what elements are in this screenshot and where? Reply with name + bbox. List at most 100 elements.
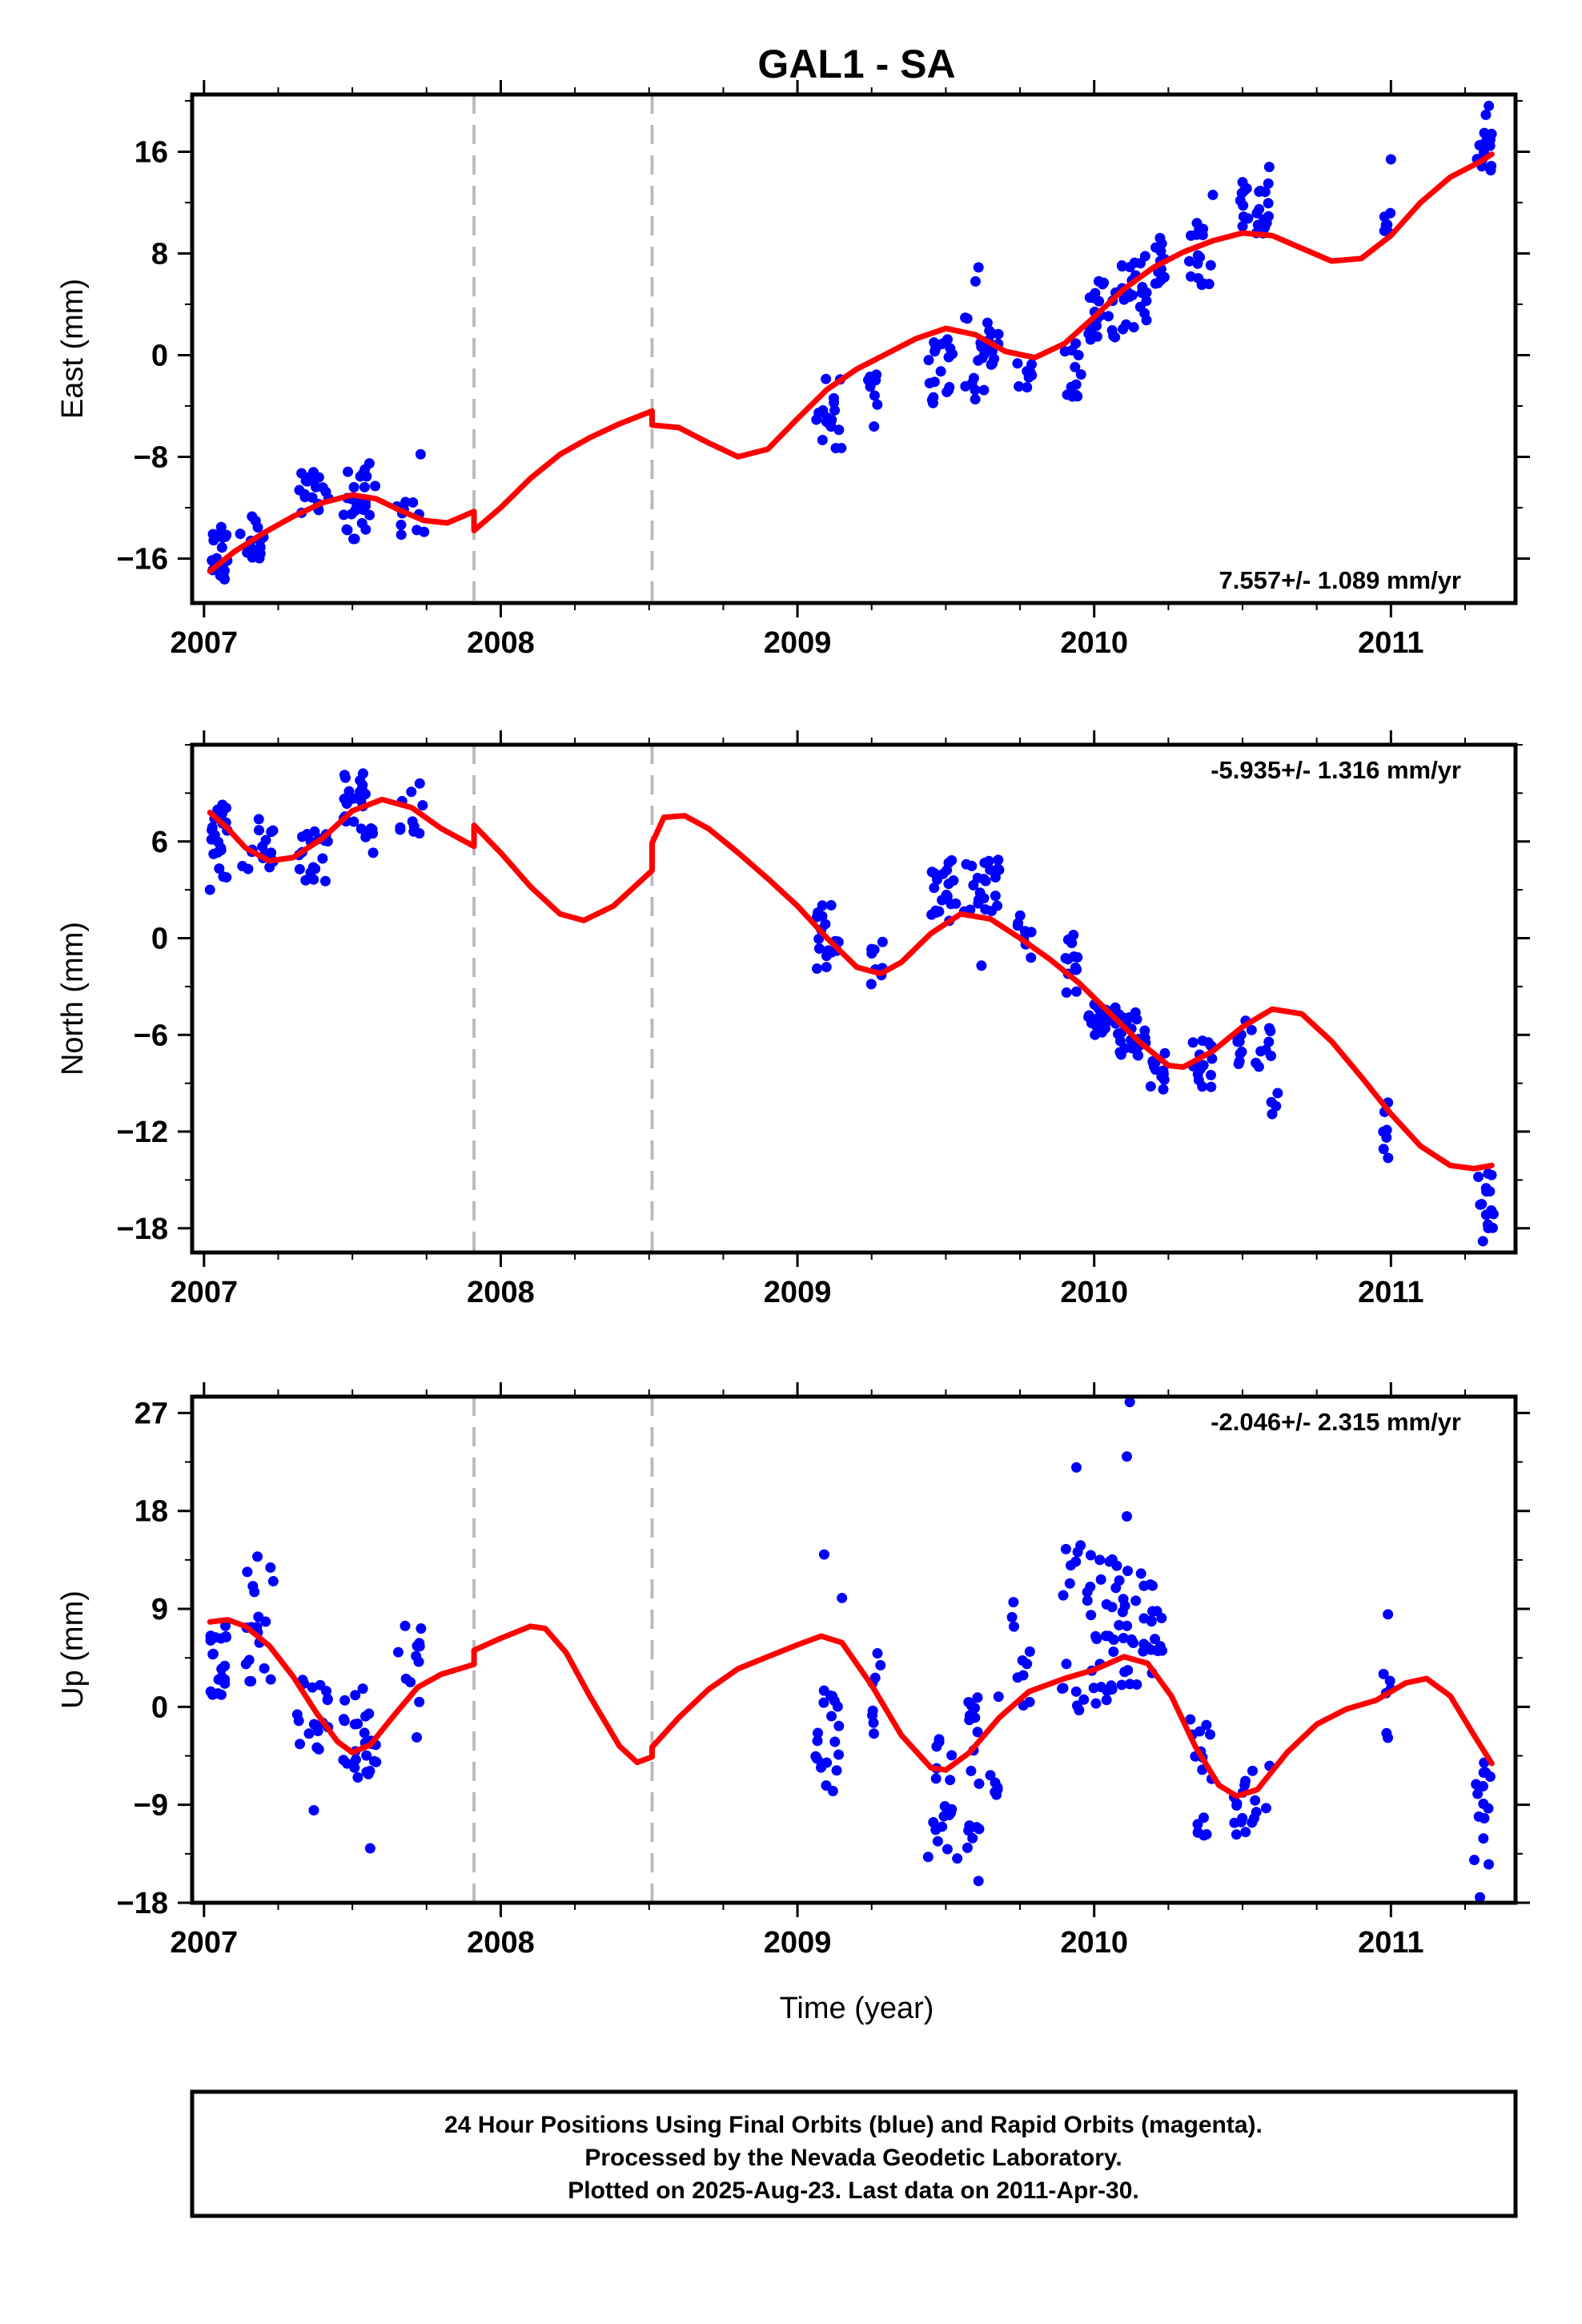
data-point: [415, 448, 426, 460]
data-point: [1070, 389, 1082, 400]
footer-box: 24 Hour Positions Using Final Orbits (bl…: [190, 2089, 1518, 2218]
data-point: [1483, 1859, 1494, 1870]
y-tick-label: 8: [151, 237, 168, 271]
data-point: [346, 509, 357, 520]
data-point: [252, 1551, 263, 1562]
y-axis-title: Up (mm): [56, 1590, 90, 1709]
plot-frame: [190, 742, 1518, 1255]
data-point: [826, 1711, 837, 1722]
data-point: [265, 1674, 276, 1685]
data-point: [1086, 1017, 1097, 1028]
data-point: [1070, 1556, 1082, 1567]
data-point: [816, 1758, 827, 1769]
data-point: [966, 1765, 977, 1776]
data-point: [1138, 1580, 1150, 1591]
data-point: [1185, 1714, 1196, 1725]
data-point: [1378, 1126, 1389, 1137]
data-point: [825, 899, 837, 911]
data-point: [252, 522, 263, 533]
data-point: [1090, 287, 1101, 299]
data-point: [1122, 1665, 1134, 1676]
data-point: [974, 1778, 985, 1789]
data-point: [1124, 1397, 1135, 1408]
data-point: [348, 816, 359, 827]
data-point: [1477, 1236, 1488, 1247]
data-point: [1480, 1183, 1492, 1194]
data-point: [977, 352, 988, 364]
data-point: [869, 421, 880, 432]
data-point: [1095, 1682, 1106, 1693]
x-tick-label: 2008: [467, 1276, 535, 1309]
data-point: [1246, 1024, 1257, 1035]
data-point: [1147, 1056, 1158, 1068]
data-point: [865, 979, 877, 990]
data-point: [867, 1705, 878, 1716]
data-point: [1146, 1614, 1157, 1626]
data-point: [1379, 225, 1390, 236]
data-point: [367, 847, 379, 858]
data-point: [411, 1651, 422, 1662]
data-point: [255, 541, 266, 553]
data-point: [1185, 271, 1196, 282]
model-curve-segment-1: [207, 492, 477, 574]
data-point: [1103, 1630, 1114, 1642]
data-point: [339, 1715, 350, 1727]
data-point: [963, 1696, 974, 1707]
data-point: [935, 366, 946, 377]
data-point: [215, 1689, 227, 1700]
data-point: [1095, 1574, 1106, 1585]
x-tick-label: 2010: [1060, 1926, 1128, 1960]
data-point: [1085, 1582, 1096, 1593]
model-curve-segment-1: [207, 1617, 477, 1755]
data-point: [1014, 381, 1025, 392]
footer-line-1: 24 Hour Positions Using Final Orbits (bl…: [444, 2112, 1263, 2138]
data-point: [221, 872, 232, 883]
data-point: [972, 1692, 983, 1703]
data-point: [943, 879, 954, 890]
data-point: [214, 863, 225, 875]
data-point: [247, 543, 258, 554]
data-point: [244, 1675, 255, 1687]
data-point: [1118, 324, 1129, 335]
data-point: [1263, 198, 1274, 209]
data-point: [1072, 1546, 1083, 1558]
data-point: [1008, 1597, 1019, 1608]
data-point: [299, 489, 310, 500]
data-point: [1201, 1829, 1212, 1840]
y-axis-title: North (mm): [56, 922, 90, 1076]
data-point: [1231, 1800, 1243, 1811]
data-point: [338, 1755, 349, 1766]
data-point: [1187, 1037, 1199, 1048]
data-point: [1156, 1612, 1167, 1623]
rate-annotation: -5.935+/- 1.316 mm/yr: [1211, 756, 1461, 784]
data-point: [242, 1566, 253, 1578]
data-point: [412, 1731, 423, 1743]
data-point: [1234, 1055, 1245, 1067]
data-point: [319, 875, 331, 887]
data-point: [1075, 369, 1086, 380]
data-point: [363, 1768, 374, 1779]
data-point: [1378, 1668, 1389, 1679]
data-point: [355, 471, 366, 482]
data-point: [818, 1549, 829, 1560]
data-point: [237, 861, 248, 872]
data-point: [962, 313, 973, 324]
data-point: [370, 480, 381, 492]
panels: −16 −8 0 8 16 2007 2008 2009 2010 2011 East (mm) 7.…: [56, 80, 1530, 1960]
data-point: [1238, 211, 1249, 222]
model-curve-segment-3: [649, 151, 1495, 460]
data-point: [215, 521, 227, 533]
data-point: [1205, 259, 1216, 271]
data-point: [972, 872, 983, 883]
data-point: [1378, 1144, 1389, 1155]
data-point: [1119, 1043, 1130, 1054]
data-point: [930, 346, 941, 357]
data-point: [1235, 195, 1246, 206]
data-point: [1024, 1646, 1035, 1657]
data-point: [1251, 207, 1263, 219]
panel-up: −18 −9 0 9 18 27 2007 2008 2009 2010 2011 Up (mm) -2…: [56, 1382, 1530, 1960]
data-point: [980, 875, 991, 887]
data-point: [829, 1736, 841, 1747]
data-point: [1061, 987, 1072, 998]
